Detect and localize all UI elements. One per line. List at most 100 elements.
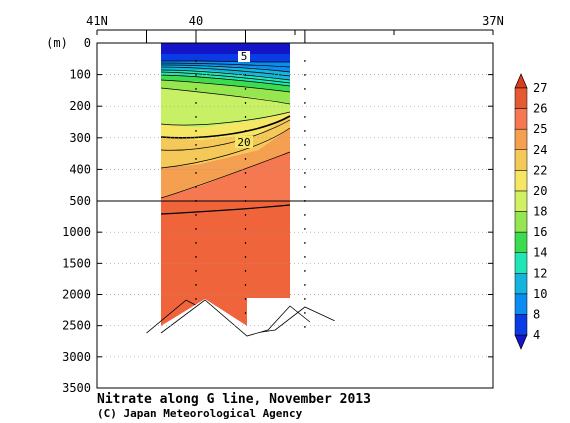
contour-line (160, 71, 291, 84)
station-sample-dot (304, 60, 306, 62)
colorbar-bin (514, 273, 528, 295)
fill-14-layer (161, 75, 290, 92)
station-sample-dot (244, 116, 247, 118)
contour-label-20: 20 (235, 136, 253, 149)
fill-deep-24-25 (161, 201, 290, 326)
colorbar-level-label: 4 (533, 328, 540, 342)
y-tick-label: 200 (69, 99, 91, 113)
station-sample-dot (195, 158, 197, 160)
station-sample-dot (195, 214, 197, 216)
colorbar-level-label: 14 (533, 246, 547, 260)
colorbar-level-label: 24 (533, 143, 547, 157)
x-tick-41n: 41N (86, 14, 108, 28)
station-sample-dot (244, 158, 247, 160)
contour-line (160, 62, 291, 68)
station-sample-dot (244, 102, 247, 104)
colorbar-level-label: 12 (533, 266, 547, 280)
y-tick-label: 300 (69, 131, 91, 145)
colorbar-level-label: 10 (533, 287, 547, 301)
fill-18-layer (161, 88, 290, 128)
station-sample-dot (304, 228, 306, 230)
contour-line (160, 87, 291, 105)
contour-line (160, 119, 291, 151)
station-sample-dot (195, 298, 197, 300)
station-sample-dot (304, 158, 306, 160)
y-tick-label: 2000 (62, 288, 91, 302)
contour-label-5: 5 (238, 50, 250, 63)
colorbar-bin (514, 128, 528, 151)
station-sample-dot (304, 284, 306, 286)
station-sample-dot (304, 312, 306, 314)
contour-line (160, 69, 291, 81)
station-sample-dot (244, 270, 247, 272)
station-sample-dot (304, 242, 306, 244)
x-tick-37n: 37N (482, 14, 504, 28)
fill-16-layer (161, 80, 290, 104)
y-axis-ticks: 0 100 200 300 400 500 1000 1500 2000 2500 3000 3500 (62, 36, 493, 395)
station-sample-dot (244, 228, 247, 230)
y-tick-label: 3000 (62, 350, 91, 364)
station-sample-dot (244, 284, 247, 286)
station-sample-dot (304, 144, 306, 146)
fill-6-layer (161, 54, 290, 62)
colorbar-level-label: 8 (533, 307, 540, 321)
y-axis-unit: (m) (46, 36, 68, 50)
station-sample-dot (244, 312, 247, 314)
fill-22-layer (161, 116, 290, 168)
contour-label-20-text: 20 (237, 136, 250, 149)
seafloor-mask (161, 298, 290, 336)
station-sample-dot (195, 172, 197, 174)
contour-line (160, 111, 291, 126)
station-sample-dot (244, 186, 247, 188)
y-tick-label: 500 (69, 194, 91, 208)
station-sample-dot (195, 116, 197, 118)
station-sample-dot (304, 326, 306, 328)
fill-8-layer (161, 61, 290, 72)
contour-line (160, 204, 291, 215)
station-sample-dot (304, 186, 306, 188)
contour-label-5-text: 5 (241, 50, 248, 63)
station-sample-dot (195, 242, 197, 244)
station-sample-dot (244, 256, 247, 258)
colorbar-bin (514, 190, 528, 212)
contour-line (160, 74, 291, 87)
station-sample-dot (304, 130, 306, 132)
station-sample-dot (244, 298, 247, 300)
colorbar-min-arrow (514, 334, 528, 350)
station-sample-dot (304, 214, 306, 216)
colorbar-level-label: 20 (533, 184, 547, 198)
station-sample-dot (244, 172, 247, 174)
colorbar-level-label: 25 (533, 122, 547, 136)
contour-line (160, 64, 291, 73)
station-sample-dot (195, 102, 197, 104)
colorbar-bin (514, 293, 528, 315)
top-axis-ticks (96, 30, 494, 43)
y-tick-label: 2500 (62, 319, 91, 333)
station-sample-dot (304, 298, 306, 300)
colorbar-bin (514, 314, 528, 336)
station-sample-dot (195, 270, 197, 272)
station-sample-dot (304, 172, 306, 174)
colorbar-bin (514, 108, 528, 130)
station-sample-dot (304, 256, 306, 258)
colorbar-level-label: 16 (533, 225, 547, 239)
station-sample-dot (195, 130, 197, 132)
station-sample-dot (244, 88, 247, 90)
station-sample-dot (195, 74, 197, 76)
contour-line (160, 79, 291, 93)
nitrate-fill-layers (161, 43, 290, 326)
colorbar-level-label: 22 (533, 163, 547, 177)
x-tick-40: 40 (189, 14, 203, 28)
fill-4-layer (161, 43, 290, 54)
colorbar-bin (514, 170, 528, 192)
station-sample-dot (304, 74, 306, 76)
colorbar: 4 8 10 12 14 16 18 20 22 24 25 26 27 (514, 73, 547, 350)
colorbar-max-arrow (514, 73, 528, 89)
fill-20-layer (161, 112, 290, 140)
colorbar-bin (514, 252, 528, 274)
station-sample-dot (304, 116, 306, 118)
chart-title: Nitrate along G line, November 2013 (97, 392, 371, 407)
y-tick-label: 0 (84, 36, 91, 50)
station-sample-dot (195, 88, 197, 90)
